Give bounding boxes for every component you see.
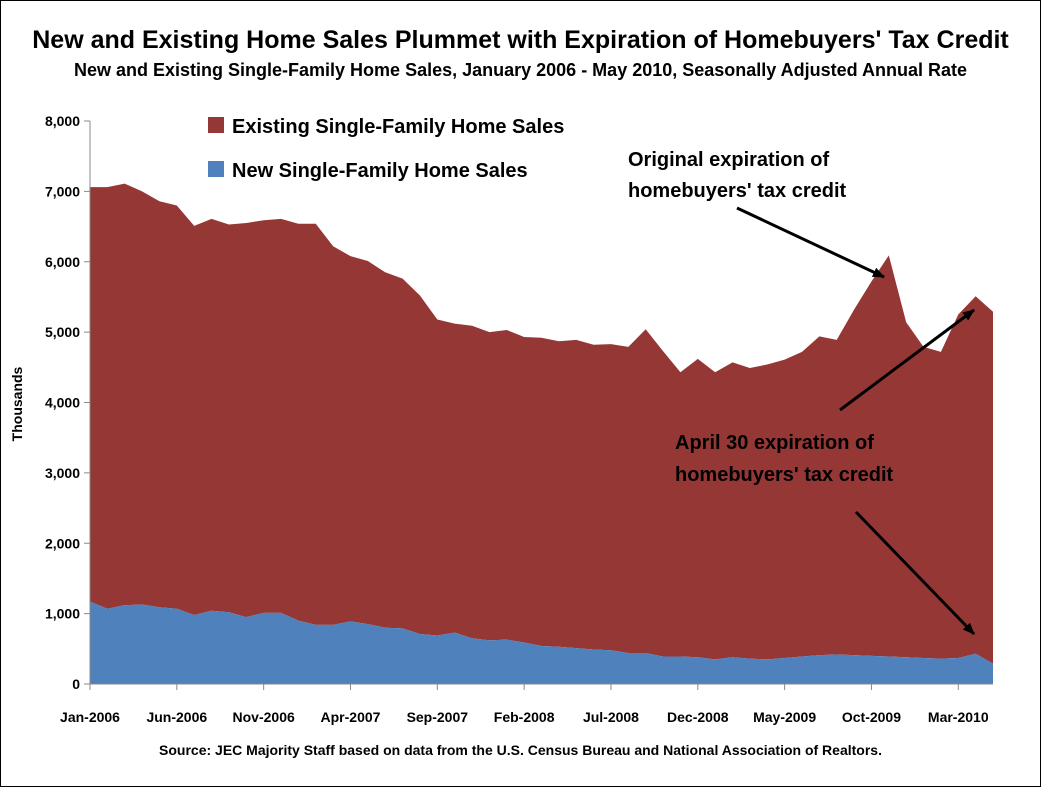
y-tick-label: 4,000 [45, 395, 80, 411]
y-tick-label: 6,000 [45, 254, 80, 270]
annotation-original-line1: Original expiration of [628, 149, 829, 171]
x-tick-label: Dec-2008 [667, 709, 729, 725]
x-tick-label: Jul-2008 [583, 709, 639, 725]
area-existing-home-sales [90, 183, 993, 664]
y-tick-label: 3,000 [45, 465, 80, 481]
x-tick-label: Jan-2006 [60, 709, 120, 725]
legend-swatch-new [208, 161, 224, 177]
area-new-home-sales [90, 601, 993, 684]
y-tick-label: 7,000 [45, 183, 80, 199]
y-tick-label: 5,000 [45, 324, 80, 340]
x-tick-label: Jun-2006 [146, 709, 207, 725]
annotation-april-expiration: April 30 expiration of homebuyers' tax c… [675, 308, 976, 636]
x-tick-label: Apr-2007 [321, 709, 381, 725]
y-tick-label: 8,000 [45, 113, 80, 129]
annotation-april-line2: homebuyers' tax credit [675, 464, 894, 486]
x-tick-label: Feb-2008 [494, 709, 555, 725]
y-tick-label: 2,000 [45, 535, 80, 551]
x-tick-label: Nov-2006 [233, 709, 295, 725]
source-note: Source: JEC Majority Staff based on data… [159, 742, 882, 758]
annotation-original-arrow [736, 206, 885, 279]
y-axis-label: Thousands [9, 366, 25, 441]
legend-label-existing: Existing Single-Family Home Sales [232, 116, 564, 138]
annotation-original-expiration: Original expiration of homebuyers' tax c… [628, 149, 885, 279]
chart-title: New and Existing Home Sales Plummet with… [32, 26, 1009, 54]
y-tick-label: 0 [72, 676, 80, 692]
x-tick-label: May-2009 [753, 709, 816, 725]
legend: Existing Single-Family Home Sales New Si… [208, 116, 564, 182]
x-tick-label: Oct-2009 [842, 709, 901, 725]
legend-swatch-existing [208, 117, 224, 133]
annotation-april-line1: April 30 expiration of [675, 432, 874, 454]
chart-subtitle: New and Existing Single-Family Home Sale… [74, 60, 967, 80]
x-tick-label: Sep-2007 [407, 709, 469, 725]
annotation-april-arrow-up [839, 308, 975, 412]
annotation-april-arrow-down [854, 510, 976, 636]
annotation-original-line2: homebuyers' tax credit [628, 180, 847, 202]
legend-label-new: New Single-Family Home Sales [232, 160, 528, 182]
x-tick-label: Mar-2010 [928, 709, 989, 725]
y-tick-label: 1,000 [45, 606, 80, 622]
